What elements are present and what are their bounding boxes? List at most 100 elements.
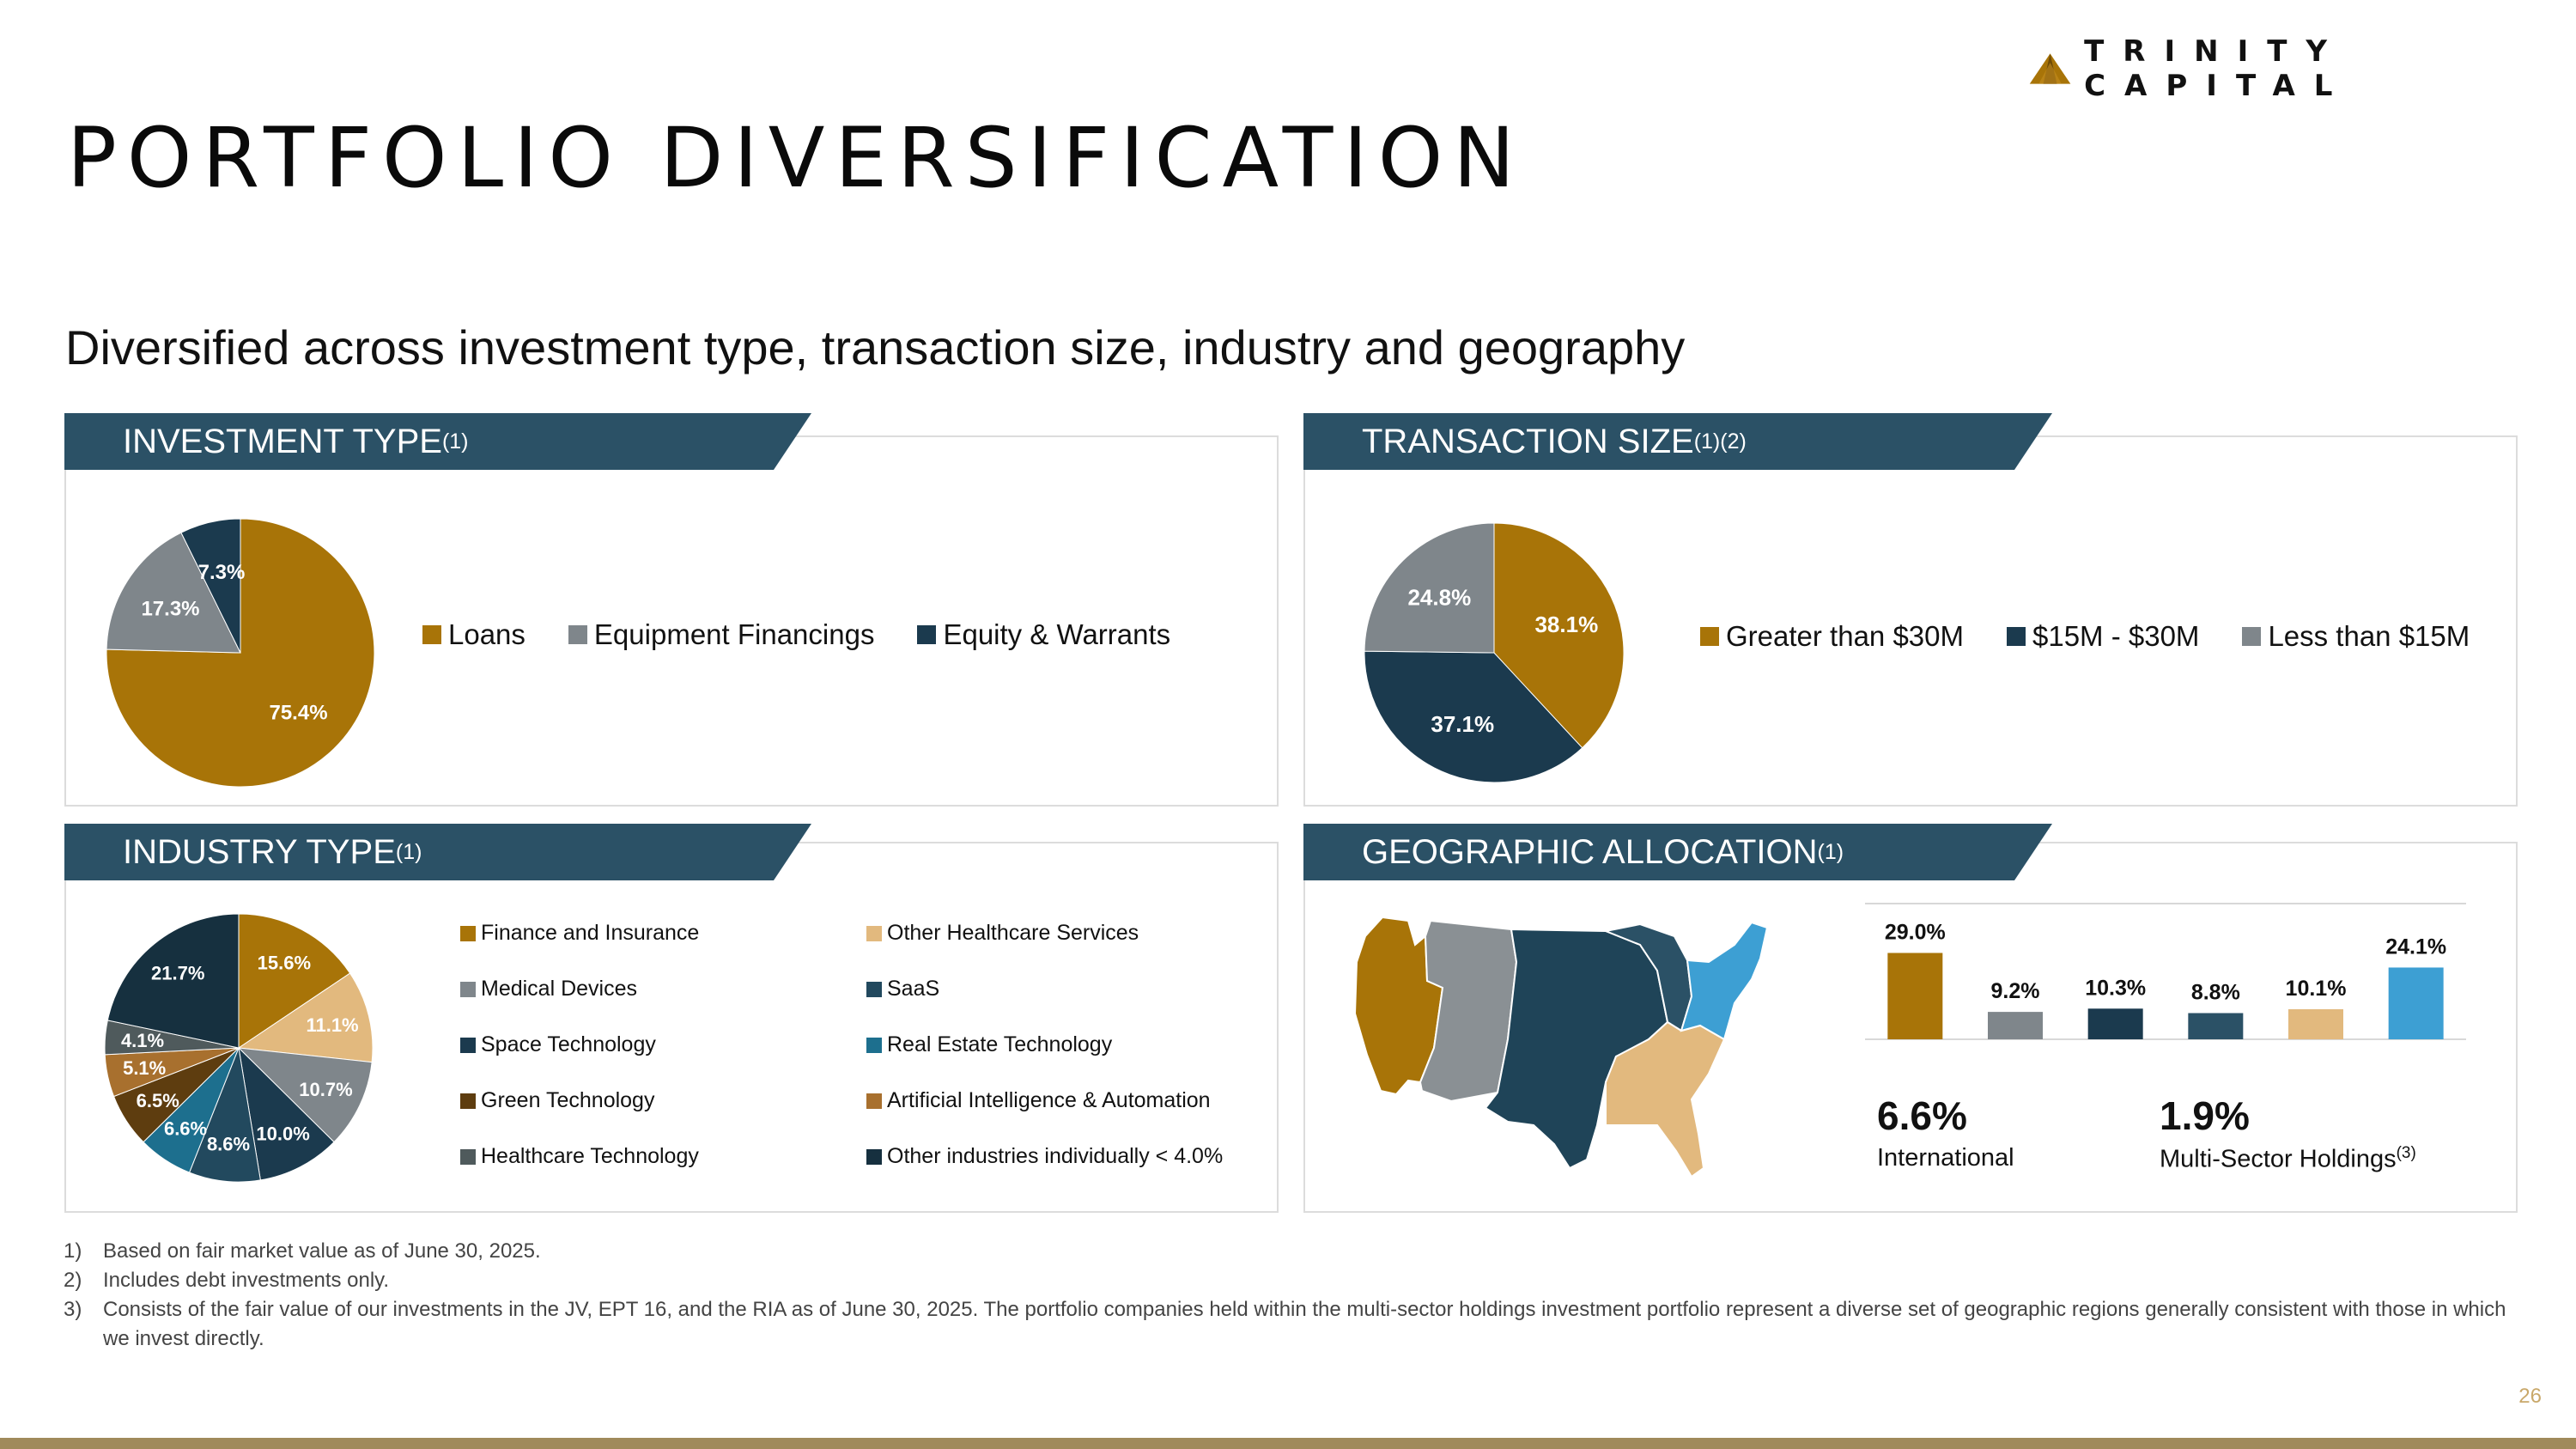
pie-label-artificial-intelligence-automation: 5.1%: [123, 1057, 166, 1079]
pie-slice-saas: [188, 1046, 261, 1183]
pie-label-equipment-financings: 17.3%: [141, 597, 199, 620]
footnote-number: 3): [64, 1298, 82, 1321]
pie-slice-medical-devices: [237, 1047, 373, 1143]
industry-type-note: (1): [395, 839, 422, 864]
legend-label: SaaS: [887, 977, 940, 1001]
geo-bar: [2188, 1013, 2244, 1039]
legend-swatch: [866, 925, 882, 941]
legend-label: Greater than $30M: [1726, 620, 1964, 652]
legend-label: Finance and Insurance: [481, 921, 700, 945]
pie-label-finance-and-insurance: 15.6%: [258, 953, 311, 974]
pie-slice-equity-warrants: [180, 518, 241, 654]
footnote-text: Includes debt investments only.: [103, 1269, 390, 1292]
legend-label: Less than $15M: [2268, 620, 2470, 652]
legend-item-healthcare-technology: Healthcare Technology: [460, 1144, 699, 1169]
pie-label-less-than-15m: 24.8%: [1407, 585, 1471, 611]
pie-slice-finance-and-insurance: [238, 913, 351, 1049]
map-region-northeast: [1680, 921, 1769, 1041]
pie-slice-space-technology: [238, 1046, 335, 1181]
geographic-tab: GEOGRAPHIC ALLOCATION (1): [1303, 824, 2052, 880]
legend-swatch: [866, 1093, 882, 1109]
legend-swatch: [917, 625, 937, 644]
pie-label-healthcare-technology: 4.1%: [121, 1030, 164, 1051]
triangle-mountain-icon: [2029, 53, 2071, 84]
legend-label: Medical Devices: [481, 977, 638, 1001]
geographic-bar-chart: 29.0% 9.2% 10.3% 8.8% 10.1% 24.1%: [1865, 903, 2466, 1040]
page-subtitle: Diversified across investment type, tran…: [65, 320, 1686, 374]
geo-bar-label: 9.2%: [1991, 979, 2040, 1003]
legend-swatch: [460, 981, 476, 997]
investment-type-legend: Loans Equipment Financings Equity & Warran…: [422, 618, 1170, 651]
investment-type-pie-chart: 75.4% 17.3% 7.3%: [106, 518, 375, 788]
legend-swatch: [568, 625, 587, 644]
legend-swatch: [866, 981, 882, 997]
industry-type-title: INDUSTRY TYPE: [123, 832, 396, 871]
geo-bar-label: 29.0%: [1885, 920, 1946, 944]
legend-item-artificial-intelligence-automation: Artificial Intelligence & Automation: [866, 1088, 1211, 1113]
industry-type-tab: INDUSTRY TYPE (1): [64, 824, 811, 880]
multi-sector-note: (3): [2396, 1144, 2416, 1162]
pie-label-greater-than-30m: 38.1%: [1534, 612, 1598, 637]
legend-item-green-technology: Green Technology: [460, 1088, 654, 1113]
multi-sector-value: 1.9%: [2160, 1093, 2250, 1138]
geo-bar-label: 24.1%: [2385, 935, 2446, 959]
legend-label: Space Technology: [481, 1032, 656, 1056]
geo-bar-label: 10.3%: [2085, 976, 2146, 1000]
geographic-note: (1): [1817, 839, 1844, 864]
legend-swatch: [1700, 627, 1719, 646]
pie-label-real-estate-technology: 6.6%: [164, 1117, 207, 1139]
geographic-title: GEOGRAPHIC ALLOCATION: [1362, 832, 1818, 871]
footnote-number: 1): [64, 1239, 82, 1263]
map-region-west: [1353, 916, 1444, 1096]
logo-text: TRINITY CAPITAL: [2084, 34, 2352, 103]
legend-swatch: [866, 1037, 882, 1053]
legend-swatch: [460, 925, 476, 941]
legend-label: Other industries individually < 4.0%: [887, 1144, 1224, 1168]
pie-label-saas: 8.6%: [207, 1133, 250, 1154]
pie-slice-other-healthcare-services: [237, 972, 374, 1063]
page-number: 26: [2518, 1385, 2542, 1408]
industry-type-pie-chart: 15.6% 11.1% 10.7% 10.0% 8.6%6.6% 6.5% 5.1% 4.1%…: [104, 913, 374, 1183]
geo-bar: [1887, 953, 1943, 1039]
legend-swatch: [460, 1093, 476, 1109]
pie-label-medical-devices: 10.7%: [299, 1079, 352, 1100]
investment-type-tab: INVESTMENT TYPE (1): [64, 413, 811, 470]
legend-item-real-estate-technology: Real Estate Technology: [866, 1032, 1112, 1057]
legend-item-space-technology: Space Technology: [460, 1032, 656, 1057]
investment-type-note: (1): [441, 429, 469, 454]
transaction-size-note: (1)(2): [1693, 429, 1747, 454]
legend-label: Equity & Warrants: [943, 618, 1171, 650]
footnote-text: Consists of the fair value of our invest…: [103, 1298, 2506, 1350]
legend-label: Loans: [448, 618, 526, 650]
geo-bar: [1988, 1012, 2043, 1039]
legend-item-medical-devices: Medical Devices: [460, 977, 637, 1002]
international-label: International: [1877, 1144, 2014, 1172]
footnote-text: Based on fair market value as of June 30…: [103, 1239, 541, 1263]
us-map-graphic: [1353, 916, 1769, 1178]
page-title: PORTFOLIO DIVERSIFICATION: [67, 110, 1526, 206]
pie-slice-less-than-15m: [1364, 522, 1495, 654]
legend-swatch: [422, 625, 441, 644]
legend-swatch: [2242, 627, 2262, 646]
legend-item-saas: SaaS: [866, 977, 939, 1002]
pie-slice-other-industries-individually-4-0: [106, 913, 240, 1049]
pie-label-other-healthcare-services: 11.1%: [306, 1014, 358, 1036]
legend-item-equity-warrants: Equity & Warrants: [917, 618, 1170, 651]
legend-item-other-healthcare-services: Other Healthcare Services: [866, 921, 1139, 946]
pie-label-green-technology: 6.5%: [137, 1090, 179, 1111]
pie-label-equity-warrants: 7.3%: [198, 561, 246, 584]
legend-swatch: [866, 1148, 882, 1165]
footnote-number: 2): [64, 1269, 82, 1292]
geo-bar: [2087, 1008, 2143, 1039]
transaction-size-title: TRANSACTION SIZE: [1362, 422, 1694, 460]
pie-label-other-industries-individually-4-0: 21.7%: [151, 962, 204, 983]
legend-item-greater-than-30m: Greater than $30M: [1700, 620, 1964, 653]
geo-bar: [2388, 967, 2444, 1039]
footnotes: 1) Based on fair market value as of June …: [64, 1237, 2537, 1354]
brand-logo: TRINITY CAPITAL: [2028, 34, 2576, 103]
geo-bar-label: 8.8%: [2191, 980, 2240, 1004]
multi-sector-label-text: Multi-Sector Holdings: [2160, 1145, 2397, 1173]
transaction-size-legend: Greater than $30M $15M - $30M Less than $1…: [1700, 620, 2470, 653]
legend-item-less-than-15m: Less than $15M: [2242, 620, 2470, 653]
bottom-bar: [0, 1438, 2576, 1449]
